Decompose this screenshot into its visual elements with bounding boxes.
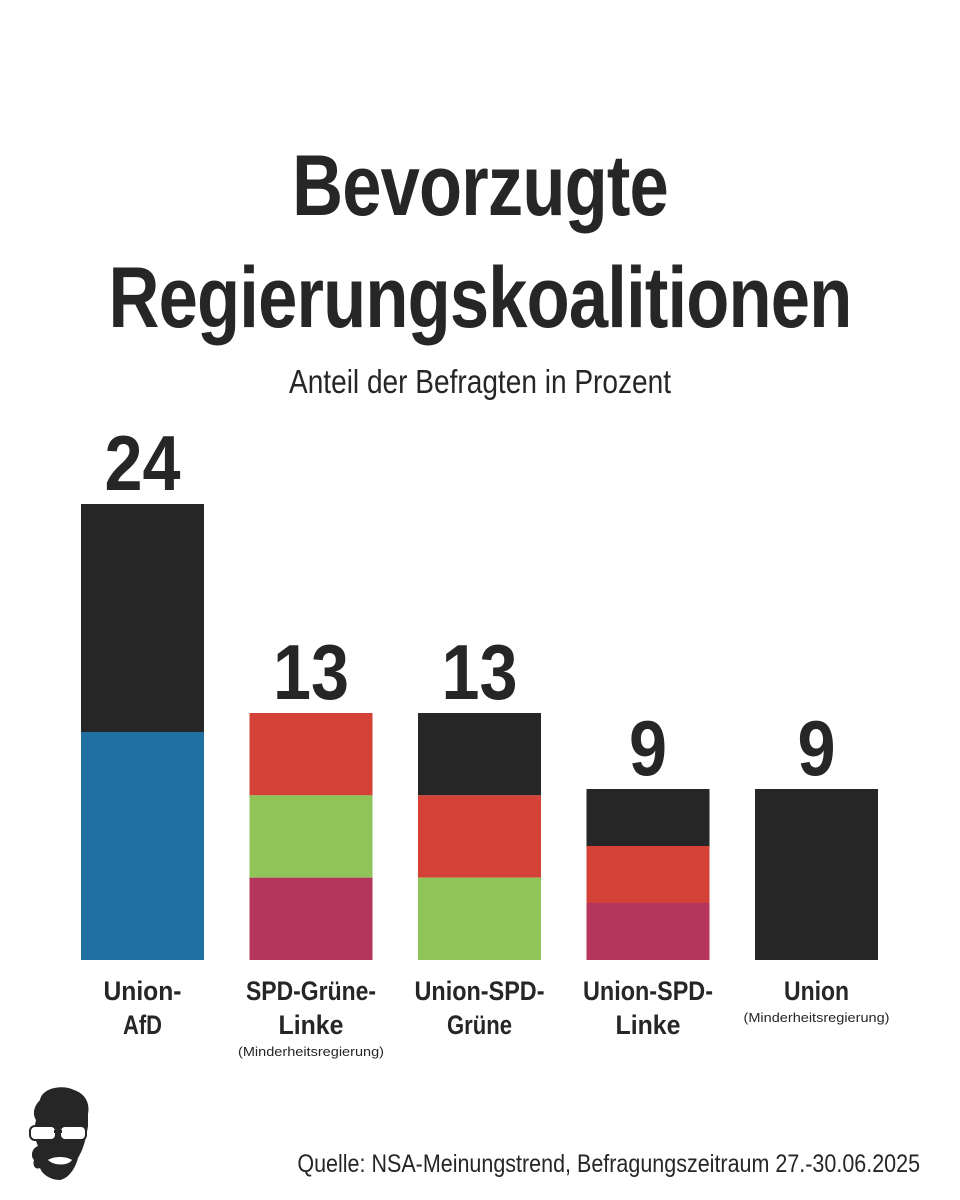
bar-group: 24 Union- AfD xyxy=(81,419,204,1040)
bar-segment-union xyxy=(586,789,710,846)
category-label: Union- xyxy=(104,976,182,1006)
bar-segment-spd xyxy=(418,795,541,878)
bar-segment-gruene xyxy=(418,877,541,960)
chart-subtitle: Anteil der Befragten in Prozent xyxy=(288,363,672,400)
category-label: Union-SPD- xyxy=(415,976,545,1006)
data-label: 13 xyxy=(273,628,349,716)
category-label: AfD xyxy=(123,1010,162,1040)
data-label: 9 xyxy=(629,704,667,792)
category-note: (Minderheitsregierung) xyxy=(238,1044,384,1059)
bar-group: 13 SPD-Grüne- Linke (Minderheitsregierung) xyxy=(238,628,384,1059)
bar-group: 9 Union (Minderheitsregierung) xyxy=(744,704,890,1025)
category-label: Linke xyxy=(279,1010,344,1040)
author-logo-icon xyxy=(29,1087,89,1180)
bar-segment-union xyxy=(418,713,541,796)
bar-group: 13 Union-SPD- Grüne xyxy=(415,628,545,1040)
category-label: Union-SPD- xyxy=(583,976,713,1006)
chart-title-line-1: Bevorzugte xyxy=(292,138,669,234)
source-note: Quelle: NSA-Meinungstrend, Befragungszei… xyxy=(297,1150,920,1178)
category-label: SPD-Grüne- xyxy=(246,976,376,1006)
bar-segment-union xyxy=(81,504,204,732)
category-label: Union xyxy=(784,976,849,1006)
bar-segment-spd xyxy=(249,713,373,796)
data-label: 24 xyxy=(105,419,181,507)
data-label: 13 xyxy=(442,628,518,716)
category-label: Linke xyxy=(616,1010,681,1040)
bar-segment-afd xyxy=(81,732,204,960)
category-note: (Minderheitsregierung) xyxy=(744,1010,890,1025)
bar-segment-gruene xyxy=(249,795,373,878)
bar-group: 9 Union-SPD- Linke xyxy=(583,704,713,1040)
bar-segment-union xyxy=(755,789,878,960)
chart-title-line-2: Regierungskoalitionen xyxy=(108,250,853,346)
category-label: Grüne xyxy=(447,1010,512,1040)
bar-segment-linke xyxy=(586,903,710,960)
bar-segment-linke xyxy=(249,877,373,960)
data-label: 9 xyxy=(798,704,836,792)
bar-segment-spd xyxy=(586,846,710,903)
